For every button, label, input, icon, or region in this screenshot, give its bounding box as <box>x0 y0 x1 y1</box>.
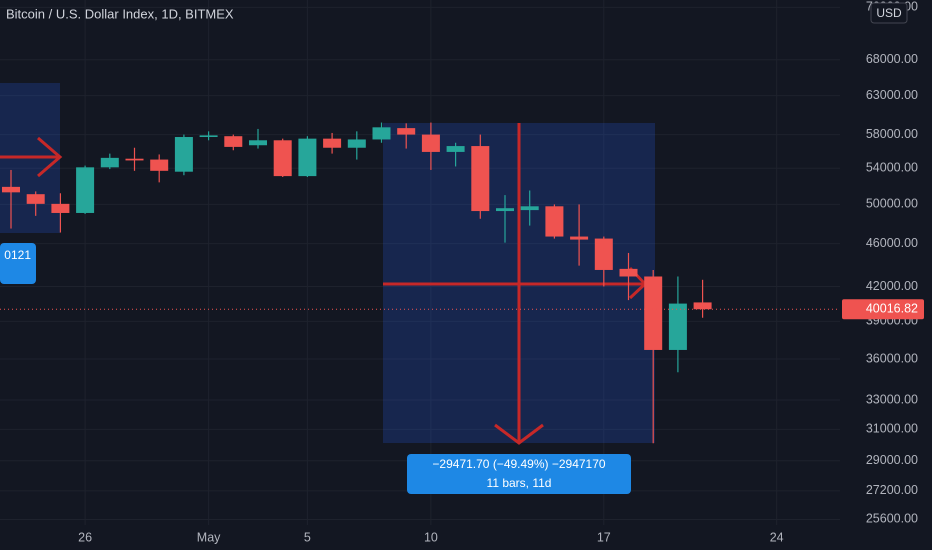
candle-body <box>2 186 20 193</box>
candle-body <box>693 302 712 310</box>
candle-body <box>298 138 317 177</box>
currency-button[interactable] <box>870 2 908 24</box>
grid <box>0 0 840 525</box>
candle-body <box>174 137 193 172</box>
candle-body <box>545 206 564 237</box>
candle-body <box>51 203 70 213</box>
candle-body <box>619 268 638 277</box>
measure-label-box <box>407 454 631 494</box>
last-price-box <box>842 299 924 320</box>
candle-body <box>372 127 391 140</box>
y-tick-label: 29000.00 <box>866 453 918 467</box>
candles <box>2 122 712 444</box>
measure-label: −29471.70 (−49.49%) −2947170 <box>432 457 605 471</box>
y-tick-label: 36000.00 <box>866 351 918 365</box>
chart-title: Bitcoin / U.S. Dollar Index, 1D, BITMEX <box>6 6 234 21</box>
candle-body <box>76 167 95 213</box>
y-tick-label: 25600.00 <box>866 512 918 526</box>
candle-body <box>347 139 366 148</box>
candle-body <box>496 208 514 212</box>
currency-label[interactable]: USD <box>876 6 902 20</box>
x-tick-label: 10 <box>424 530 438 544</box>
candle-body <box>421 134 440 152</box>
y-tick-label: 54000.00 <box>866 160 918 174</box>
candle-body <box>446 146 465 152</box>
y-tick-label: 50000.00 <box>866 197 918 211</box>
candle-body <box>199 135 218 138</box>
x-tick-label: 26 <box>78 530 92 544</box>
candle-body <box>26 194 45 204</box>
candle-body <box>150 159 169 171</box>
y-tick-label: 27200.00 <box>866 483 918 497</box>
candle-body <box>644 276 663 350</box>
candle-body <box>224 136 243 147</box>
measure-label: 11 bars, 11d <box>487 476 552 490</box>
candle-body <box>125 158 144 161</box>
candle-body <box>471 146 490 212</box>
candle-body <box>668 303 687 350</box>
x-tick-label: 24 <box>770 530 784 544</box>
y-tick-label: 46000.00 <box>866 236 918 250</box>
y-tick-label: 33000.00 <box>866 392 918 406</box>
measure-label: 0121 <box>4 248 31 262</box>
price-axis <box>840 0 932 550</box>
y-tick-label: 68000.00 <box>866 52 918 66</box>
candle-body <box>594 238 613 270</box>
candle-body <box>520 206 539 211</box>
candle-body <box>273 140 292 177</box>
y-tick-label: 42000.00 <box>866 279 918 293</box>
x-tick-label: 17 <box>597 530 611 544</box>
candle-body <box>397 128 416 135</box>
x-tick-label: 5 <box>304 530 311 544</box>
candle-body <box>323 138 342 148</box>
x-tick-label: May <box>197 530 221 544</box>
last-price-label: 40016.82 <box>866 302 918 316</box>
arrow-head <box>494 423 544 445</box>
candle-body <box>570 236 589 240</box>
y-tick-label: 58000.00 <box>866 127 918 141</box>
candle-body <box>100 157 119 168</box>
y-tick-label: 63000.00 <box>866 88 918 102</box>
arrow-head <box>37 136 63 178</box>
y-tick-label: 31000.00 <box>866 422 918 436</box>
candle-body <box>249 140 267 146</box>
measure-label-box <box>0 243 36 284</box>
